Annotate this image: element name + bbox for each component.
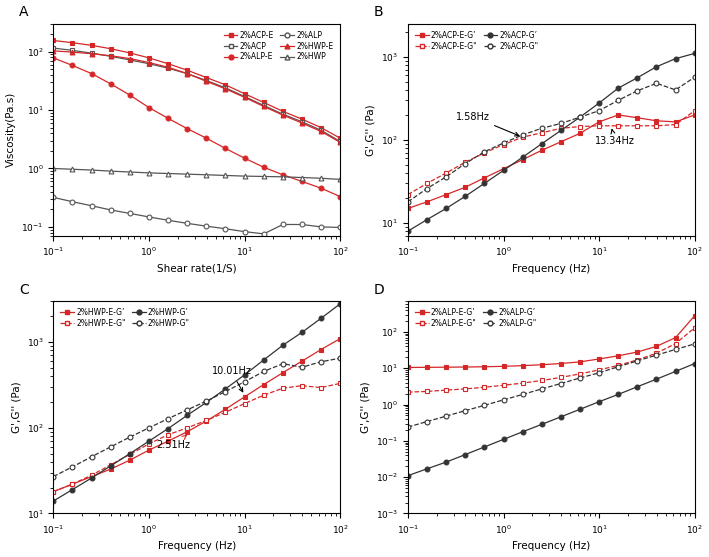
Text: D: D: [374, 283, 384, 297]
Y-axis label: Viscosity(Pa.s): Viscosity(Pa.s): [6, 92, 16, 168]
Legend: 2%HWP-E-G’, 2%HWP-E-G", 2%HWP-G’, 2%HWP-G": 2%HWP-E-G’, 2%HWP-E-G", 2%HWP-G’, 2%HWP-…: [57, 305, 193, 331]
Y-axis label: G',G'' (Pa): G',G'' (Pa): [366, 104, 376, 155]
Text: 13.34Hz: 13.34Hz: [595, 130, 635, 146]
X-axis label: Frequency (Hz): Frequency (Hz): [512, 263, 591, 273]
Text: 2.51Hz: 2.51Hz: [157, 436, 191, 450]
X-axis label: Frequency (Hz): Frequency (Hz): [157, 541, 236, 551]
X-axis label: Shear rate(1/S): Shear rate(1/S): [157, 263, 237, 273]
Y-axis label: G',G'' (Pa): G',G'' (Pa): [360, 382, 370, 433]
Legend: 2%ACP-E-G’, 2%ACP-E-G", 2%ACP-G’, 2%ACP-G": 2%ACP-E-G’, 2%ACP-E-G", 2%ACP-G’, 2%ACP-…: [412, 27, 542, 53]
Legend: 2%ALP-E-G’, 2%ALP-E-G", 2%ALP-G’, 2%ALP-G": 2%ALP-E-G’, 2%ALP-E-G", 2%ALP-G’, 2%ALP-…: [412, 305, 540, 331]
Y-axis label: G',G'' (Pa): G',G'' (Pa): [11, 382, 21, 433]
Text: 1.58Hz: 1.58Hz: [456, 112, 519, 136]
Legend: 2%ACP-E, 2%ACP, 2%ALP-E, 2%ALP, 2%HWP-E, 2%HWP: 2%ACP-E, 2%ACP, 2%ALP-E, 2%ALP, 2%HWP-E,…: [220, 27, 336, 65]
Text: C: C: [19, 283, 29, 297]
X-axis label: Frequency (Hz): Frequency (Hz): [512, 541, 591, 551]
Text: B: B: [374, 6, 383, 19]
Text: A: A: [19, 6, 28, 19]
Text: 10.01Hz: 10.01Hz: [211, 367, 251, 392]
